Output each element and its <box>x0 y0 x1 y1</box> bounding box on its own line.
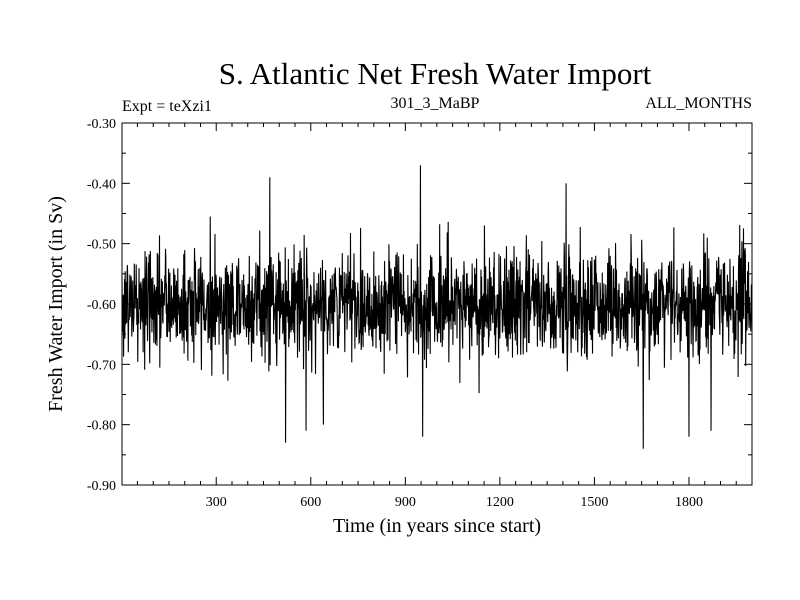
x-axis-label: Time (in years since start) <box>333 515 541 537</box>
x-tick-label: 600 <box>300 495 321 510</box>
x-tick-label: 1200 <box>486 495 514 510</box>
y-axis-ticks: -0.30 -0.40 -0.50 -0.60 -0.70 -0.80 -0.90 <box>87 117 752 494</box>
chart-title: S. Atlantic Net Fresh Water Import <box>219 56 652 91</box>
subtitle-right: ALL_MONTHS <box>645 95 752 112</box>
y-tick-label: -0.90 <box>87 479 116 494</box>
x-tick-label: 900 <box>395 495 416 510</box>
y-tick-label: -0.40 <box>87 177 116 192</box>
x-tick-label: 300 <box>206 495 227 510</box>
subtitle-left: Expt = teXzi1 <box>122 98 212 115</box>
y-axis-label: Fresh Water Import (in Sv) <box>45 196 67 412</box>
y-tick-label: -0.80 <box>87 419 116 434</box>
data-layer <box>121 165 753 449</box>
series-line <box>121 165 753 449</box>
y-tick-label: -0.70 <box>87 358 116 373</box>
x-tick-label: 1500 <box>580 495 608 510</box>
y-tick-label: -0.50 <box>87 238 116 253</box>
y-tick-label: -0.30 <box>87 117 116 132</box>
y-tick-label: -0.60 <box>87 298 116 313</box>
subtitle-center: 301_3_MaBP <box>391 95 480 112</box>
x-tick-label: 1800 <box>675 495 703 510</box>
x-axis-ticks: 300 600 900 1200 1500 1800 <box>136 123 737 510</box>
